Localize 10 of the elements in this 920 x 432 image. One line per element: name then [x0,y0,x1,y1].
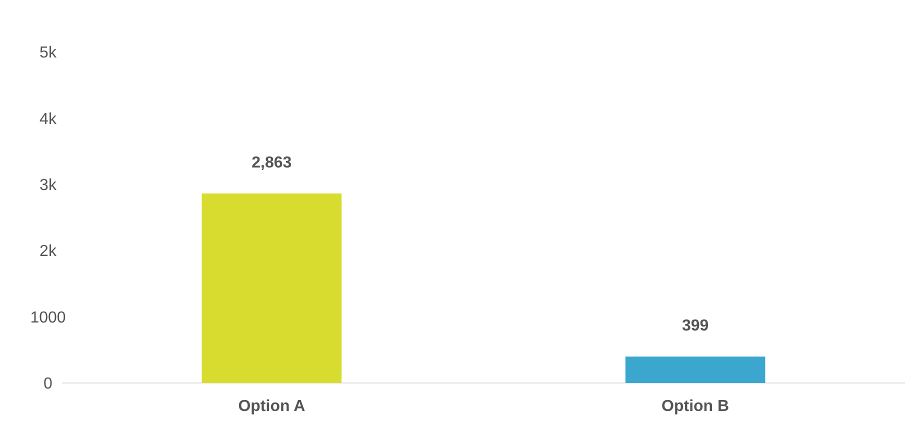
y-tick-label: 4k [40,110,58,128]
y-tick-label: 5k [40,44,58,62]
y-tick-label: 0 [44,376,53,393]
data-label: 2,863 [252,154,292,172]
x-tick-label: Option B [662,398,730,415]
y-tick-label: 2k [40,243,58,260]
x-tick-label: Option A [238,398,306,415]
y-tick-label: 3k [40,177,58,194]
data-label: 399 [682,318,709,335]
y-tick-label: 1000 [30,309,66,326]
